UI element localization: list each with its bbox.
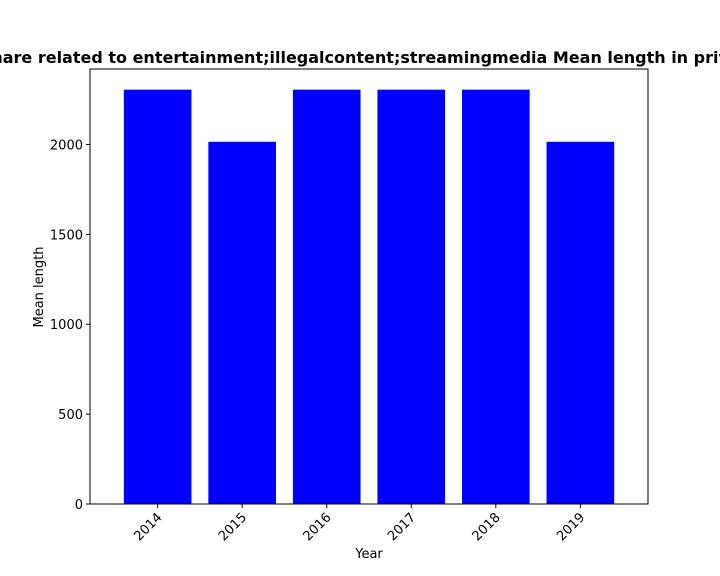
bar-2015 <box>208 141 276 504</box>
bar-2017 <box>377 89 446 505</box>
bars-group <box>123 89 615 505</box>
x-tick-label: 2019 <box>554 510 588 544</box>
bar-2018 <box>462 89 530 505</box>
y-tick-label: 1000 <box>50 318 83 333</box>
plot-area-frame <box>89 68 649 505</box>
x-axis-ticks: 2014 2015 2016 2017 2018 2019 <box>131 504 588 544</box>
chart-title: Share related to entertainment;illegalco… <box>0 48 720 67</box>
y-tick-label: 2000 <box>50 138 83 153</box>
x-tick-label: 2016 <box>301 510 335 544</box>
bar-2016 <box>292 89 361 505</box>
x-tick-label: 2014 <box>131 510 165 544</box>
y-axis-ticks: 0 500 1000 1500 2000 <box>50 138 90 513</box>
y-tick-label: 1500 <box>50 228 83 243</box>
y-tick-label: 0 <box>75 498 83 513</box>
x-axis-label: Year <box>354 547 383 562</box>
x-tick-label: 2017 <box>385 510 419 544</box>
x-tick-label: 2018 <box>470 510 504 544</box>
bar-2014 <box>123 89 192 505</box>
bar-2019 <box>546 141 615 504</box>
y-tick-label: 500 <box>58 408 83 423</box>
y-axis-label: Mean length <box>32 247 47 328</box>
x-tick-label: 2015 <box>216 510 250 544</box>
